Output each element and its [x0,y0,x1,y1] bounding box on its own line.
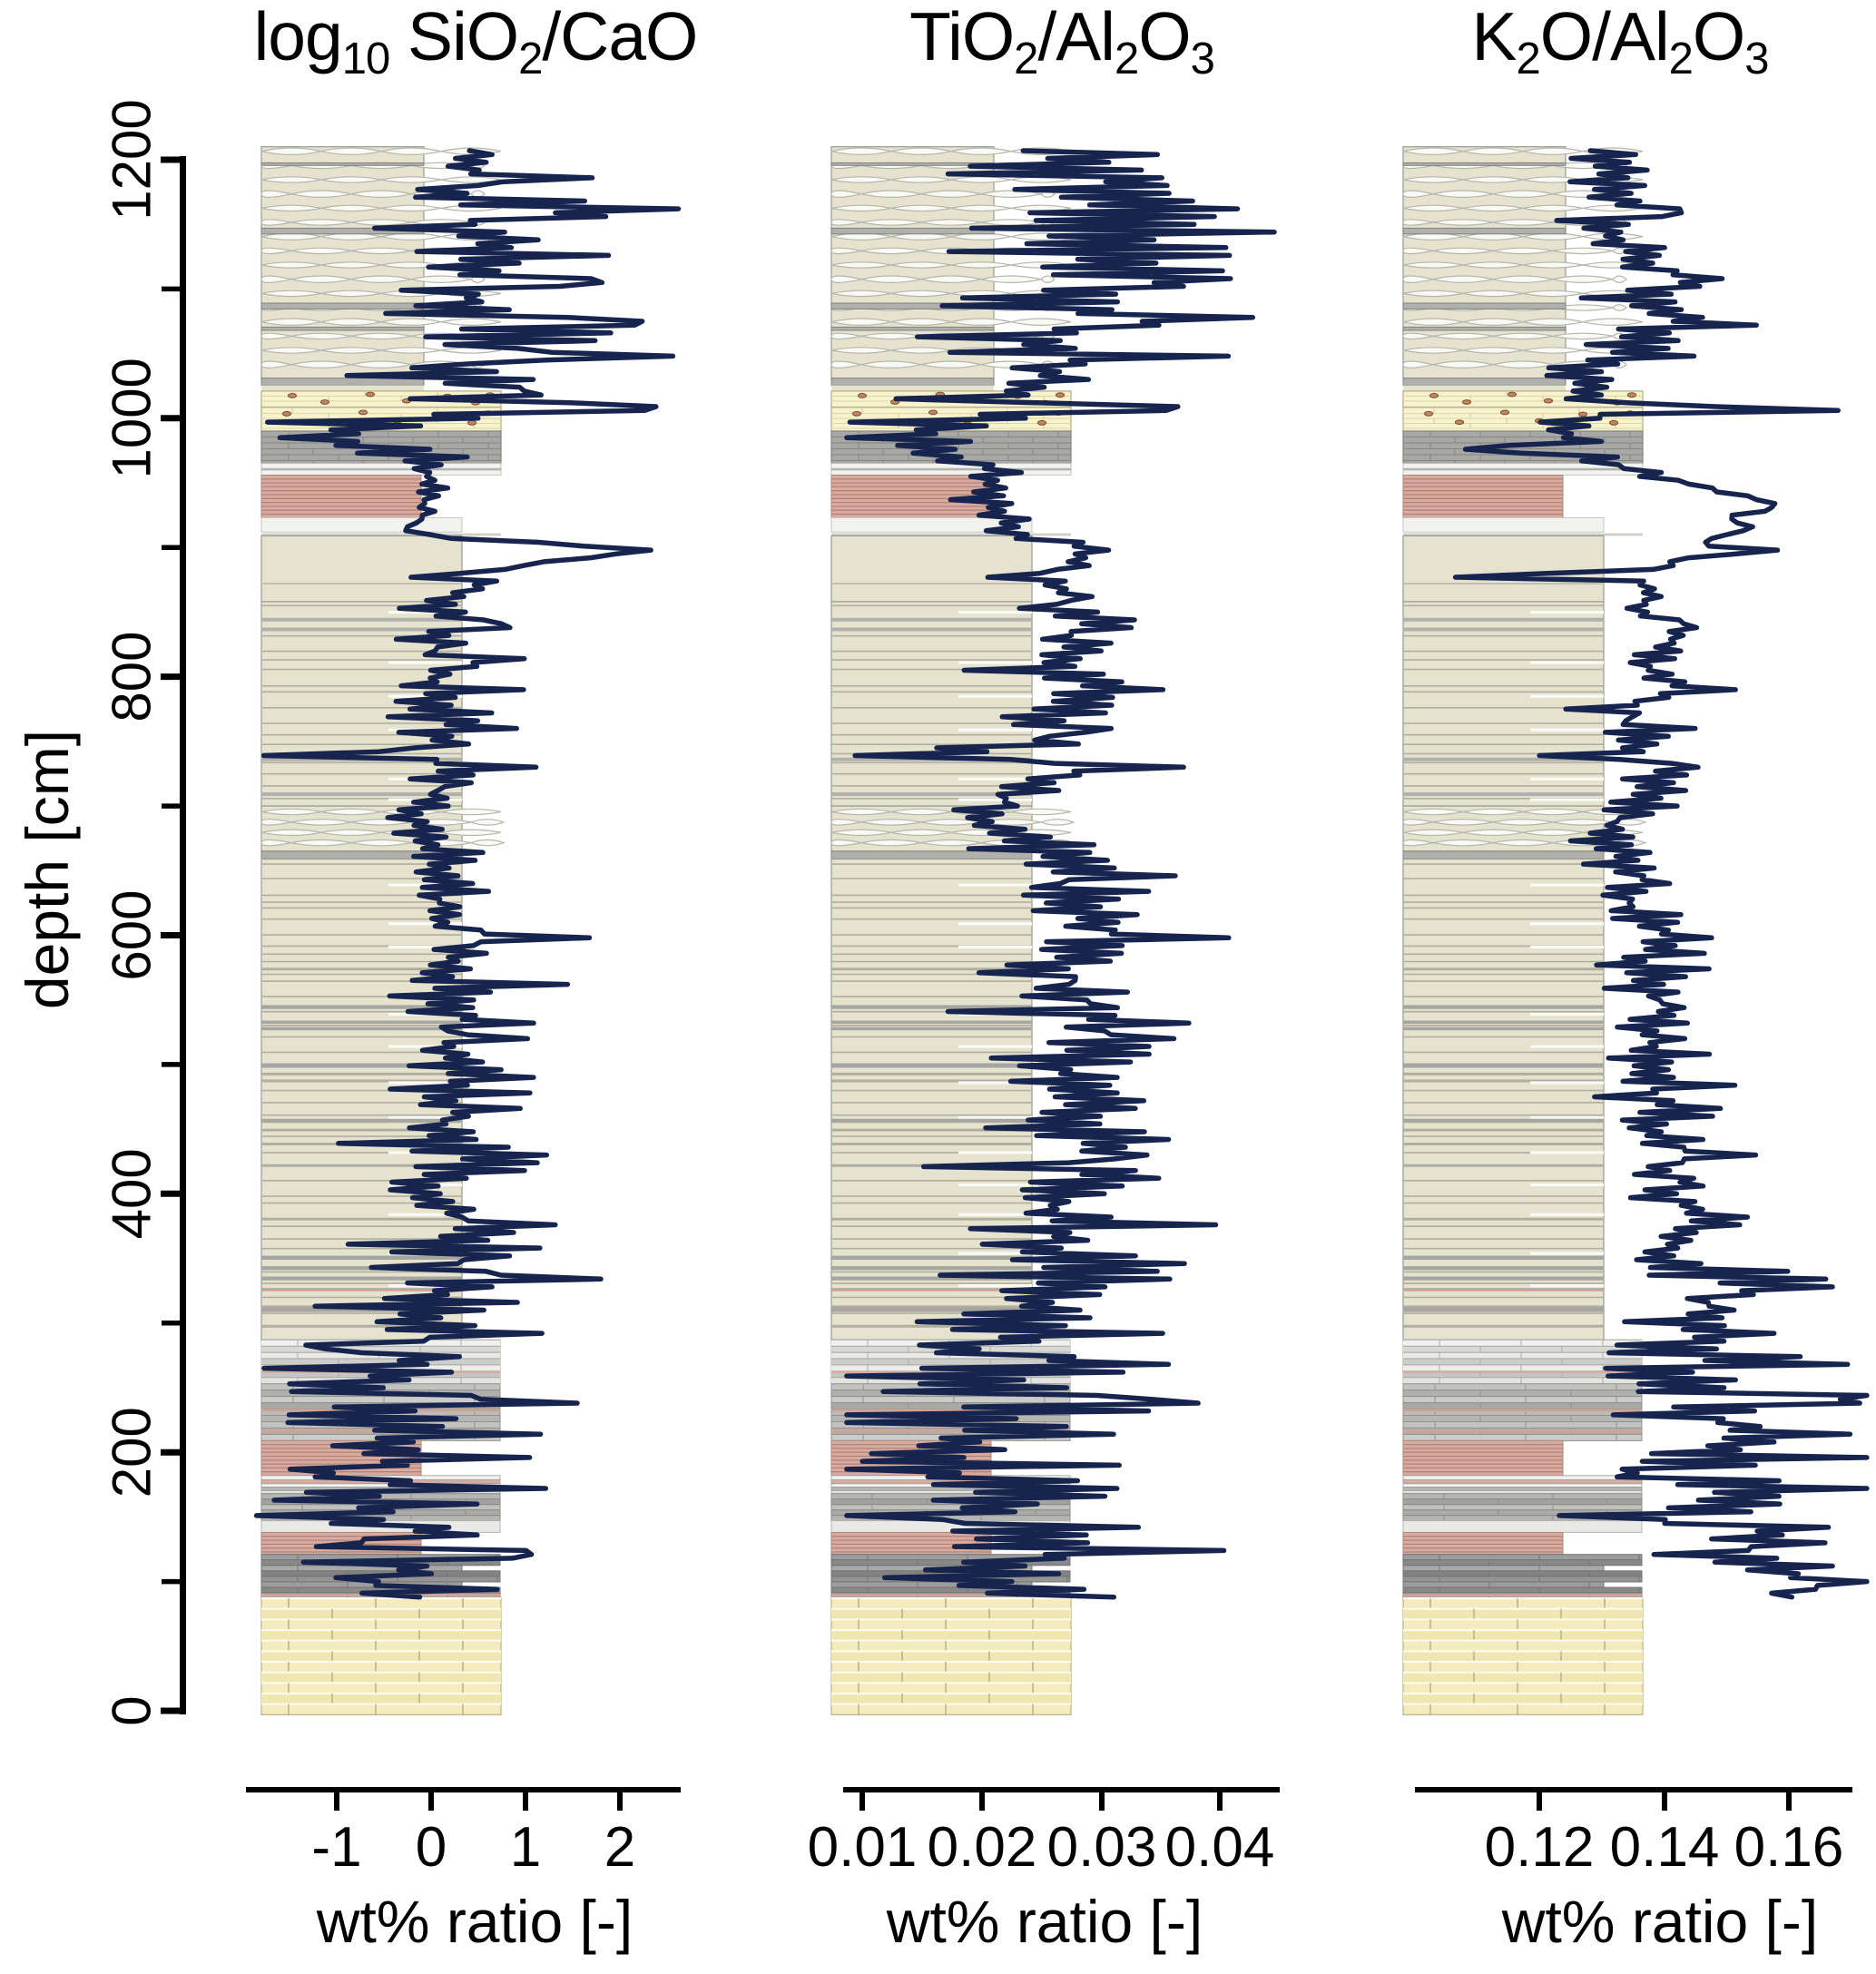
svg-text:wt% ratio [-]: wt% ratio [-] [1501,1888,1818,1955]
svg-text:0: 0 [416,1816,447,1879]
svg-text:0.12: 0.12 [1485,1816,1595,1879]
svg-text:600: 600 [102,889,162,980]
svg-text:wt% ratio [-]: wt% ratio [-] [316,1888,633,1955]
svg-text:0.14: 0.14 [1610,1816,1720,1879]
svg-text:800: 800 [102,632,162,722]
svg-text:0.16: 0.16 [1734,1816,1844,1879]
svg-text:0.02: 0.02 [928,1816,1037,1879]
svg-text:TiO2​/Al2​O3​: TiO2​/Al2​O3​ [909,0,1214,83]
svg-text:wt% ratio [-]: wt% ratio [-] [886,1888,1203,1955]
svg-text:0.03: 0.03 [1047,1816,1157,1879]
svg-text:0: 0 [102,1695,162,1725]
svg-text:2: 2 [604,1816,635,1879]
svg-text:0.01: 0.01 [808,1816,918,1879]
svg-text:400: 400 [102,1148,162,1239]
svg-text:-1: -1 [311,1816,361,1879]
svg-text:K2​O/Al2​O3​: K2​O/Al2​O3​ [1471,0,1768,83]
svg-text:1200: 1200 [102,99,162,220]
svg-text:1: 1 [510,1816,541,1879]
svg-text:log10​ SiO2​/CaO: log10​ SiO2​/CaO [254,0,698,83]
svg-text:1000: 1000 [102,358,162,478]
svg-text:200: 200 [102,1407,162,1498]
svg-text:depth [cm]: depth [cm] [14,730,81,1009]
svg-text:0.04: 0.04 [1165,1816,1275,1879]
